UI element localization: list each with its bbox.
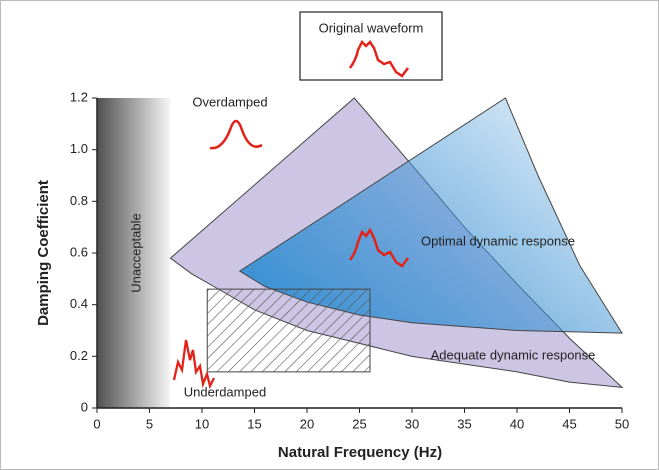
y-axis-title: Damping Coefficient [35, 180, 52, 326]
x-tick-label: 30 [405, 416, 419, 431]
annotation: Underdamped [184, 384, 266, 399]
waveform-icon [348, 39, 409, 78]
x-tick-label: 35 [457, 416, 471, 431]
x-tick-label: 5 [146, 416, 153, 431]
y-tick-label: 0.4 [70, 296, 88, 311]
region-label: Optimal dynamic response [421, 233, 575, 248]
region-label: Adequate dynamic response [431, 347, 596, 362]
x-tick-label: 0 [93, 416, 100, 431]
x-tick-label: 20 [300, 416, 314, 431]
x-tick-label: 15 [247, 416, 261, 431]
x-tick-label: 25 [352, 416, 366, 431]
annotation: Overdamped [192, 94, 267, 109]
y-tick-label: 0.8 [70, 193, 88, 208]
y-tick-label: 1.2 [70, 89, 88, 104]
x-tick-label: 45 [562, 416, 576, 431]
y-tick-label: 0.2 [70, 348, 88, 363]
x-axis-title: Natural Frequency (Hz) [278, 444, 442, 461]
waveform-icon [348, 227, 409, 268]
y-tick-label: 0 [81, 399, 88, 414]
plot-area: 0 5 10 15 20 25 30 35 40 45 50 0 0.2 0.4 0.6 0.8 1.0 1.2 [70, 89, 629, 431]
x-tick-label: 10 [195, 416, 209, 431]
region-label: Unacceptable [128, 213, 143, 293]
x-tick-label: 40 [510, 416, 524, 431]
region [97, 98, 171, 408]
y-tick-label: 0.6 [70, 244, 88, 259]
waveform-icon [209, 119, 263, 150]
inset-title: Original waveform [319, 20, 424, 35]
region [206, 288, 371, 373]
x-tick-label: 50 [615, 416, 629, 431]
y-tick-label: 1.0 [70, 141, 88, 156]
waveform-icon [172, 339, 216, 390]
inset-box [299, 11, 443, 81]
